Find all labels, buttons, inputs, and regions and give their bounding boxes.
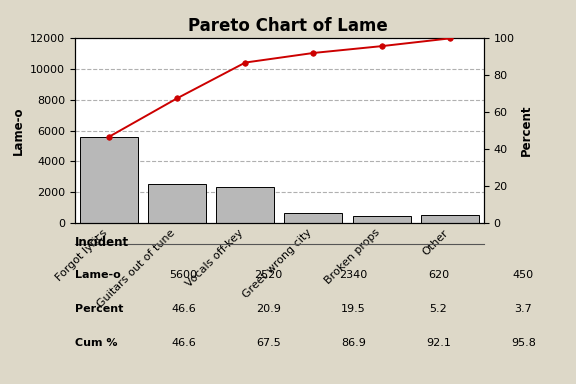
Bar [353, 216, 411, 223]
Text: Percent: Percent [75, 304, 123, 314]
Bar [148, 184, 206, 223]
Y-axis label: Percent: Percent [520, 105, 533, 156]
Bar [80, 137, 138, 223]
Text: 450: 450 [513, 270, 534, 280]
Bar [285, 213, 342, 223]
Bar [217, 187, 274, 223]
Text: 620: 620 [428, 270, 449, 280]
Text: 86.9: 86.9 [341, 338, 366, 348]
Text: 92.1: 92.1 [426, 338, 451, 348]
Text: 5600: 5600 [169, 270, 198, 280]
Text: Incident: Incident [75, 236, 129, 249]
Text: 46.6: 46.6 [171, 338, 196, 348]
Text: 20.9: 20.9 [256, 304, 281, 314]
Text: Lame-o: Lame-o [75, 270, 120, 280]
Text: 3.7: 3.7 [514, 304, 532, 314]
Text: 2520: 2520 [255, 270, 283, 280]
Text: 2340: 2340 [339, 270, 367, 280]
Text: 5.2: 5.2 [430, 304, 448, 314]
Text: 19.5: 19.5 [341, 304, 366, 314]
Text: Pareto Chart of Lame: Pareto Chart of Lame [188, 17, 388, 35]
Y-axis label: Lame-o: Lame-o [12, 106, 24, 155]
Text: 46.6: 46.6 [171, 304, 196, 314]
Text: 95.8: 95.8 [511, 338, 536, 348]
Text: Cum %: Cum % [75, 338, 118, 348]
Text: 67.5: 67.5 [256, 338, 281, 348]
Bar [421, 215, 479, 223]
